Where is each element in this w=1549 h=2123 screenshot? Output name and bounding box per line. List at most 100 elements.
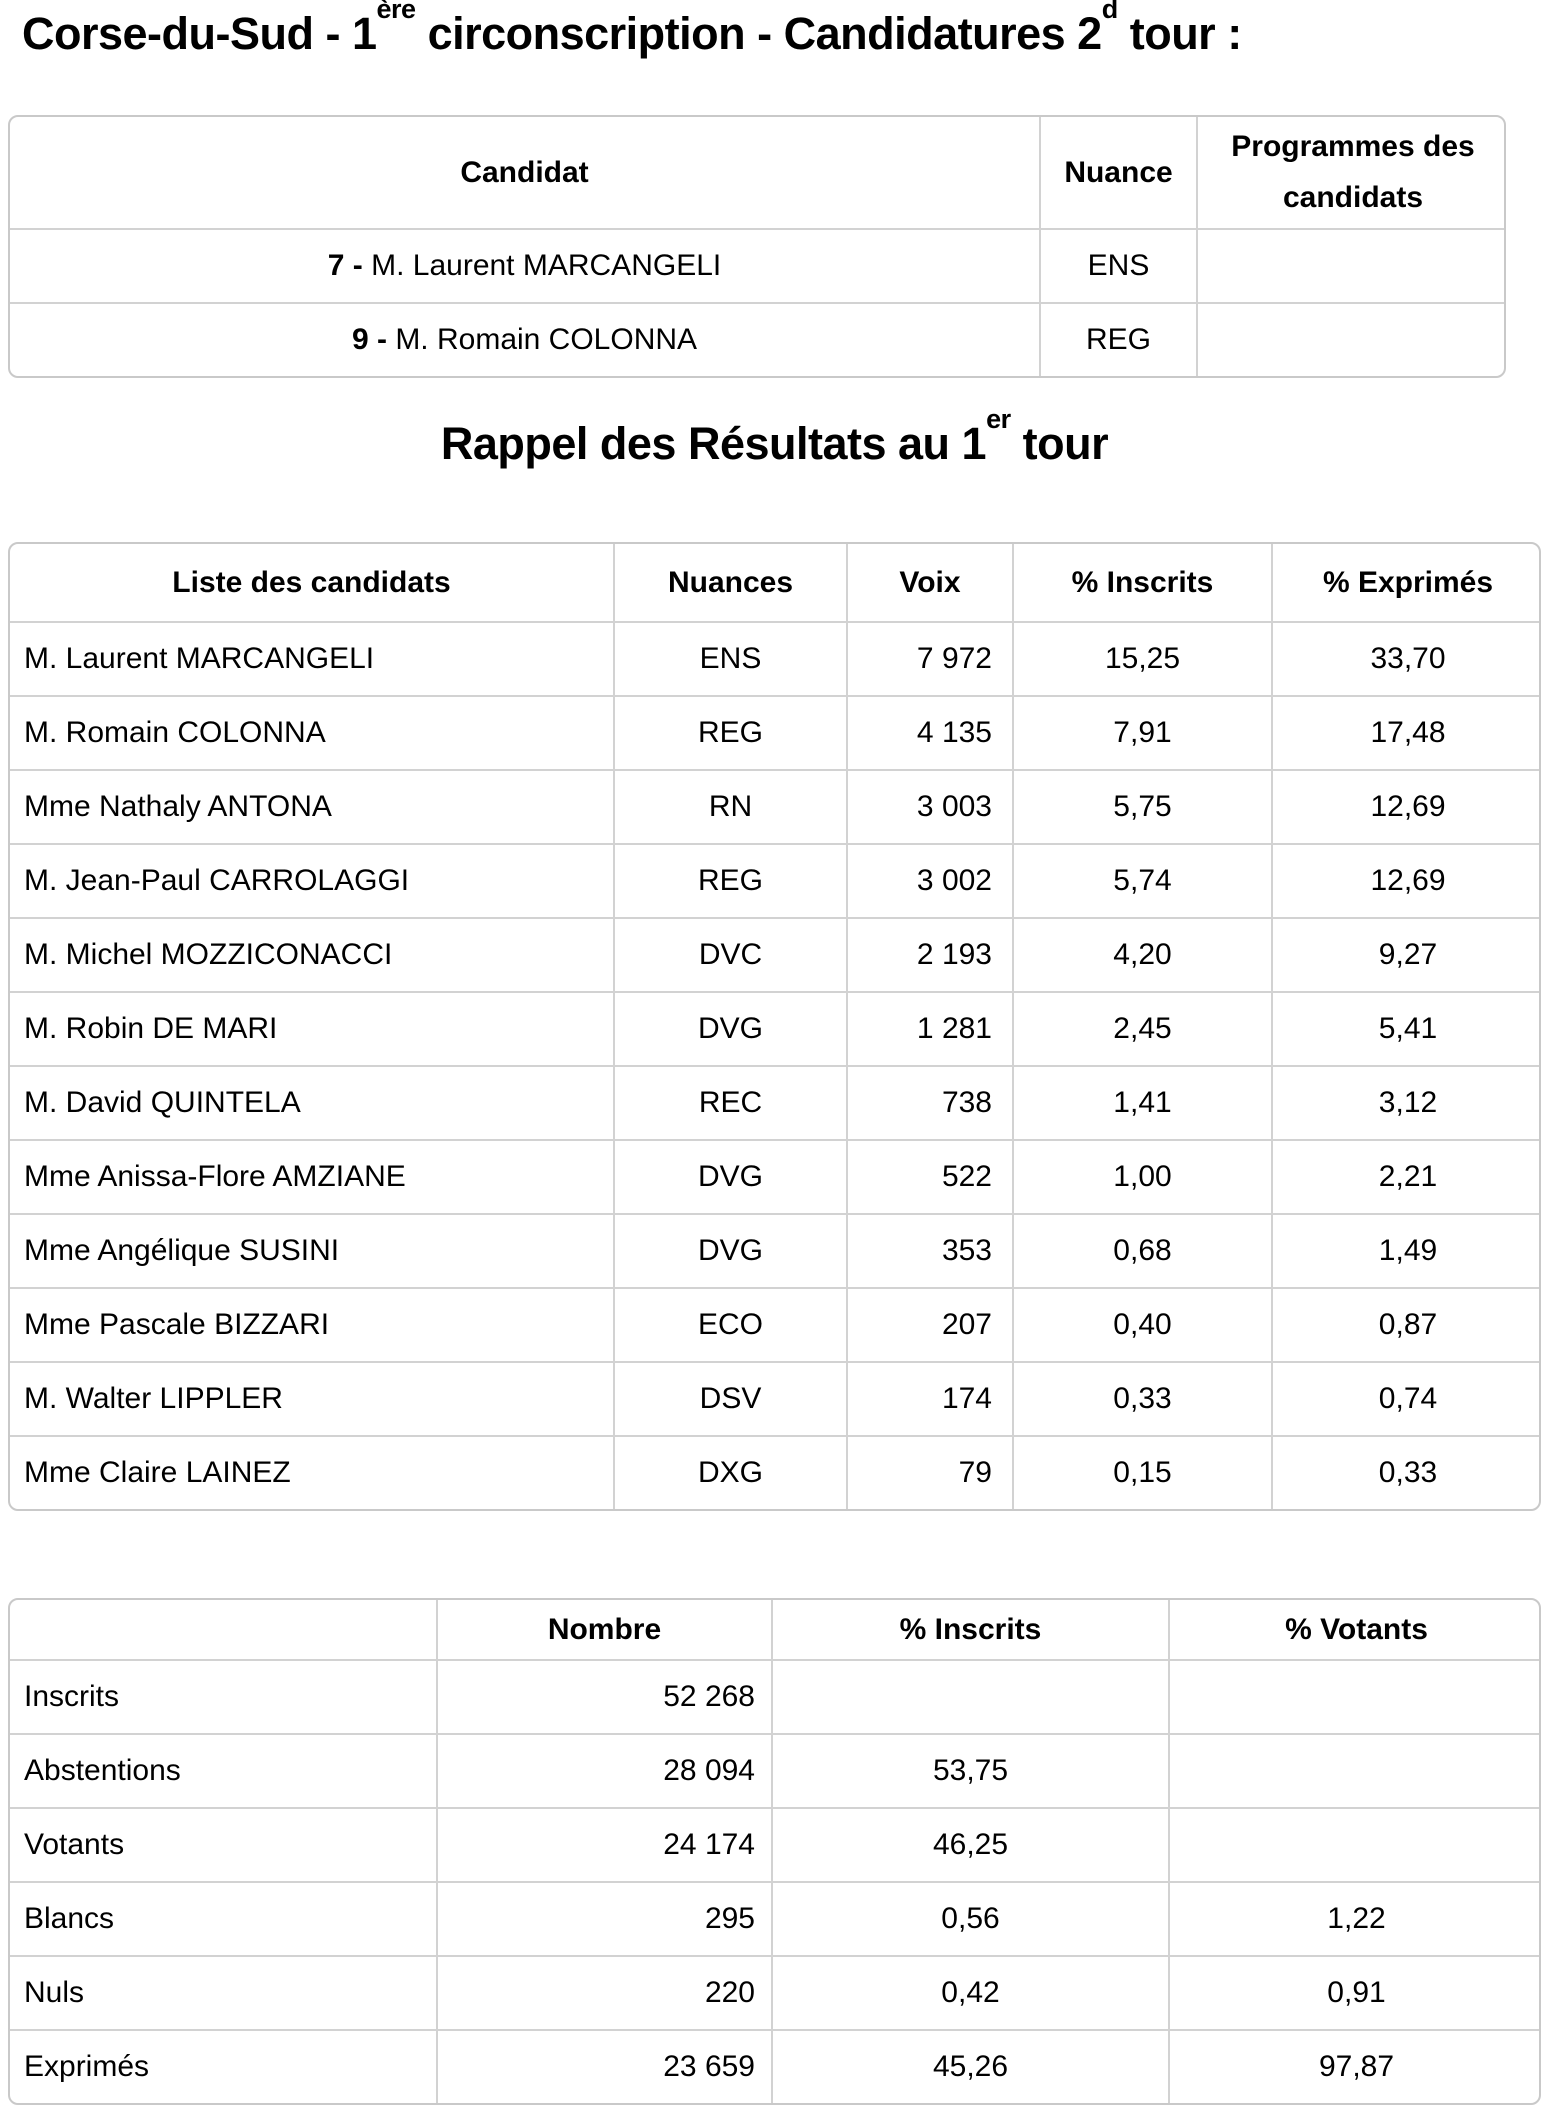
result-row: Mme Nathaly ANTONA RN 3 003 5,75 12,69: [10, 768, 1539, 844]
column-header-nombre: Nombre: [436, 1599, 772, 1660]
result-pct-inscrits-cell: 0,15: [1012, 1434, 1272, 1509]
result-nuance-cell: REG: [613, 842, 847, 918]
participation-row: Inscrits 52 268: [10, 1658, 1539, 1734]
result-voix-cell: 738: [846, 1064, 1013, 1140]
results-title-text: tour: [1010, 417, 1109, 469]
result-voix-cell: 522: [846, 1138, 1013, 1214]
participation-nombre-cell: 28 094: [436, 1732, 772, 1808]
participation-pct-inscrits-cell: 0,56: [771, 1880, 1169, 1956]
result-voix-cell: 2 193: [846, 916, 1013, 992]
result-row: M. Robin DE MARI DVG 1 281 2,45 5,41: [10, 990, 1539, 1066]
participation-pct-inscrits-cell: 53,75: [771, 1732, 1169, 1808]
result-row: M. Walter LIPPLER DSV 174 0,33 0,74: [10, 1360, 1539, 1436]
result-row: M. Jean-Paul CARROLAGGI REG 3 002 5,74 1…: [10, 842, 1539, 918]
participation-pct-inscrits-cell: 46,25: [771, 1806, 1169, 1882]
result-pct-inscrits-cell: 2,45: [1012, 990, 1272, 1066]
result-voix-cell: 79: [846, 1434, 1013, 1509]
title-superscript-ere: ère: [376, 0, 417, 25]
result-nuance-cell: ECO: [613, 1286, 847, 1362]
result-pct-inscrits-cell: 1,00: [1012, 1138, 1272, 1214]
page-title-text: Corse-du-Sud - 1: [22, 8, 377, 59]
participation-label-cell: Exprimés: [10, 2028, 437, 2103]
participation-pct-votants-cell: 97,87: [1168, 2028, 1539, 2103]
result-name-cell: M. Jean-Paul CARROLAGGI: [10, 842, 614, 918]
column-header-candidat: Candidat: [460, 155, 589, 189]
participation-row: Blancs 295 0,56 1,22: [10, 1880, 1539, 1956]
result-pct-exprimes-cell: 33,70: [1271, 620, 1539, 696]
participation-table: Nombre % Inscrits % Votants Inscrits 52 …: [8, 1597, 1541, 2105]
candidate-nuance-cell: ENS: [1039, 227, 1197, 303]
column-header-nuance: Nuance: [1039, 116, 1197, 229]
participation-pct-votants-cell: [1168, 1658, 1539, 1734]
title-superscript-d: d: [1101, 0, 1119, 25]
result-pct-exprimes-cell: 3,12: [1271, 1064, 1539, 1140]
participation-pct-votants-cell: 0,91: [1168, 1954, 1539, 2030]
column-header-voix: Voix: [846, 543, 1013, 622]
column-header-pct-inscrits: % Inscrits: [771, 1599, 1169, 1660]
result-voix-cell: 4 135: [846, 694, 1013, 770]
results-title-text: Rappel des Résultats au 1: [440, 417, 987, 469]
result-pct-exprimes-cell: 5,41: [1271, 990, 1539, 1066]
result-pct-inscrits-cell: 4,20: [1012, 916, 1272, 992]
candidate-row: 9 - M. Romain COLONNA REG: [10, 301, 1504, 376]
participation-nombre-cell: 52 268: [436, 1658, 772, 1734]
participation-pct-inscrits-cell: 0,42: [771, 1954, 1169, 2030]
candidates-table: Candidat Nuance Programmes des candidats…: [8, 114, 1506, 378]
result-name-cell: M. David QUINTELA: [10, 1064, 614, 1140]
participation-pct-votants-cell: [1168, 1806, 1539, 1882]
result-name-cell: Mme Claire LAINEZ: [10, 1434, 614, 1509]
result-voix-cell: 7 972: [846, 620, 1013, 696]
candidates-table-header-row: Candidat Nuance Programmes des candidats: [10, 116, 1504, 229]
participation-table-header-row: Nombre % Inscrits % Votants: [10, 1599, 1539, 1660]
page-title-text: circonscription - Candidatures 2: [415, 8, 1103, 59]
candidate-row: 7 - M. Laurent MARCANGELI ENS: [10, 227, 1504, 303]
result-name-cell: M. Laurent MARCANGELI: [10, 620, 614, 696]
result-name-cell: Mme Nathaly ANTONA: [10, 768, 614, 844]
participation-row: Votants 24 174 46,25: [10, 1806, 1539, 1882]
result-pct-exprimes-cell: 2,21: [1271, 1138, 1539, 1214]
result-pct-exprimes-cell: 12,69: [1271, 768, 1539, 844]
result-row: Mme Angélique SUSINI DVG 353 0,68 1,49: [10, 1212, 1539, 1288]
result-pct-inscrits-cell: 0,33: [1012, 1360, 1272, 1436]
page-title: Corse-du-Sud - 1ère circonscription - Ca…: [22, 0, 1549, 60]
candidate-programme-cell: [1196, 301, 1504, 376]
result-nuance-cell: DVG: [613, 1212, 847, 1288]
result-voix-cell: 174: [846, 1360, 1013, 1436]
candidate-name: M. Laurent MARCANGELI: [371, 248, 722, 282]
result-voix-cell: 207: [846, 1286, 1013, 1362]
result-pct-exprimes-cell: 0,74: [1271, 1360, 1539, 1436]
result-name-cell: Mme Angélique SUSINI: [10, 1212, 614, 1288]
result-pct-exprimes-cell: 1,49: [1271, 1212, 1539, 1288]
result-row: Mme Claire LAINEZ DXG 79 0,15 0,33: [10, 1434, 1539, 1509]
result-voix-cell: 353: [846, 1212, 1013, 1288]
column-header-liste: Liste des candidats: [172, 565, 451, 599]
result-pct-exprimes-cell: 17,48: [1271, 694, 1539, 770]
candidate-programme-cell: [1196, 227, 1504, 303]
participation-row: Abstentions 28 094 53,75: [10, 1732, 1539, 1808]
participation-label-cell: Inscrits: [10, 1658, 437, 1734]
participation-nombre-cell: 220: [436, 1954, 772, 2030]
participation-nombre-cell: 24 174: [436, 1806, 772, 1882]
result-row: Mme Pascale BIZZARI ECO 207 0,40 0,87: [10, 1286, 1539, 1362]
result-nuance-cell: DVG: [613, 1138, 847, 1214]
result-pct-exprimes-cell: 9,27: [1271, 916, 1539, 992]
result-pct-inscrits-cell: 5,74: [1012, 842, 1272, 918]
result-nuance-cell: REC: [613, 1064, 847, 1140]
candidate-name-cell: 9 - M. Romain COLONNA: [10, 301, 1040, 376]
result-pct-inscrits-cell: 0,68: [1012, 1212, 1272, 1288]
participation-label-cell: Blancs: [10, 1880, 437, 1956]
result-pct-exprimes-cell: 0,87: [1271, 1286, 1539, 1362]
column-header-pct-votants: % Votants: [1168, 1599, 1539, 1660]
participation-pct-inscrits-cell: [771, 1658, 1169, 1734]
result-nuance-cell: REG: [613, 694, 847, 770]
result-row: M. Michel MOZZICONACCI DVC 2 193 4,20 9,…: [10, 916, 1539, 992]
result-nuance-cell: DXG: [613, 1434, 847, 1509]
result-nuance-cell: DVC: [613, 916, 847, 992]
result-row: M. Romain COLONNA REG 4 135 7,91 17,48: [10, 694, 1539, 770]
column-header-pct-inscrits: % Inscrits: [1012, 543, 1272, 622]
results-table-header-row: Liste des candidats Nuances Voix % Inscr…: [10, 543, 1539, 622]
result-name-cell: Mme Pascale BIZZARI: [10, 1286, 614, 1362]
result-name-cell: Mme Anissa-Flore AMZIANE: [10, 1138, 614, 1214]
column-header-empty: [10, 1600, 437, 1660]
result-name-cell: M. Robin DE MARI: [10, 990, 614, 1066]
